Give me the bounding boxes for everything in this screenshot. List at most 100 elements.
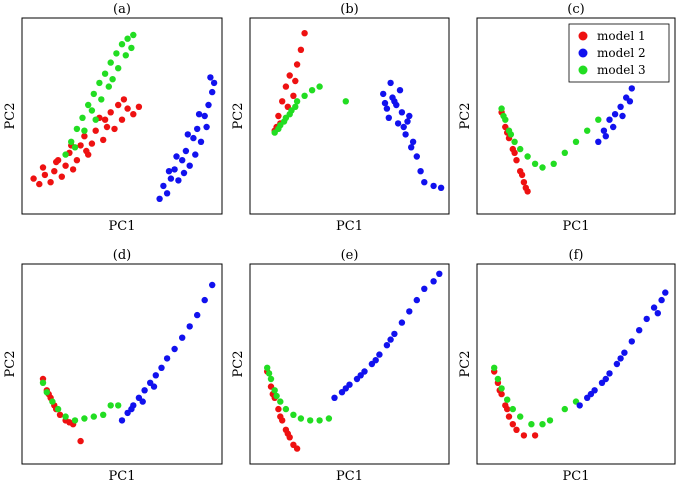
data-point xyxy=(51,168,58,175)
data-point xyxy=(417,168,424,175)
data-point xyxy=(118,116,126,123)
data-point xyxy=(436,270,443,277)
data-point xyxy=(88,107,96,114)
data-point xyxy=(201,112,208,120)
data-point xyxy=(387,79,394,87)
panel-e-xlabel: PC1 xyxy=(336,469,363,484)
data-point xyxy=(113,50,120,57)
data-point xyxy=(389,94,396,101)
data-point xyxy=(160,182,167,190)
data-point xyxy=(277,413,284,420)
data-point xyxy=(163,355,171,362)
panel-c: (c) PC1 PC2 model 1 model 2 model 3 xyxy=(458,2,676,234)
data-point xyxy=(264,364,271,371)
data-point xyxy=(316,417,323,424)
series-model-2 xyxy=(331,270,443,401)
panel-f-title: (f) xyxy=(569,248,584,263)
data-point xyxy=(518,171,526,179)
data-point xyxy=(56,411,64,418)
data-point xyxy=(531,432,539,439)
data-point xyxy=(115,65,122,72)
data-point xyxy=(53,158,60,166)
data-point xyxy=(81,415,88,422)
data-point xyxy=(115,402,122,409)
data-point xyxy=(96,79,103,87)
data-point xyxy=(186,323,193,330)
data-point xyxy=(275,405,282,413)
data-point xyxy=(297,415,305,422)
data-point xyxy=(282,83,290,90)
data-point xyxy=(504,405,511,413)
data-point xyxy=(522,184,529,191)
data-point xyxy=(115,101,122,109)
data-point xyxy=(498,105,505,112)
data-point xyxy=(301,92,308,100)
data-point xyxy=(180,169,188,177)
data-point xyxy=(380,90,387,98)
series-model-2 xyxy=(118,281,216,424)
data-point xyxy=(267,375,275,383)
data-point xyxy=(546,417,554,424)
panel-b: (b) PC1 PC2 xyxy=(231,2,450,234)
data-point xyxy=(528,421,535,428)
data-point xyxy=(92,116,99,123)
data-point xyxy=(197,138,205,145)
data-point xyxy=(308,87,316,94)
data-point xyxy=(163,190,171,197)
panel-e-title: (e) xyxy=(341,248,359,263)
data-point xyxy=(520,432,528,439)
data-point xyxy=(517,145,524,153)
data-point xyxy=(152,372,159,379)
data-point xyxy=(286,111,293,118)
data-point xyxy=(195,111,203,118)
data-point xyxy=(408,144,415,151)
data-point xyxy=(404,118,411,125)
data-point xyxy=(430,182,437,190)
data-point xyxy=(509,405,516,413)
data-point xyxy=(520,179,528,186)
data-point xyxy=(301,30,308,37)
series-model-3 xyxy=(491,364,580,428)
data-point xyxy=(175,177,182,184)
data-point xyxy=(118,417,126,424)
series-model-1 xyxy=(271,30,308,134)
data-point xyxy=(509,421,516,428)
data-point xyxy=(504,396,511,403)
data-point xyxy=(282,405,290,413)
data-point xyxy=(398,109,406,116)
data-point xyxy=(100,136,107,144)
data-point xyxy=(421,285,428,292)
data-point xyxy=(316,83,323,90)
data-point xyxy=(342,98,349,105)
panel-a-title: (a) xyxy=(113,2,131,17)
panel-c-title: (c) xyxy=(567,2,584,17)
data-point xyxy=(643,315,650,323)
data-point xyxy=(517,413,524,420)
data-point xyxy=(621,349,628,356)
data-point xyxy=(120,96,128,103)
data-point xyxy=(179,157,186,164)
data-point xyxy=(209,281,216,289)
data-point xyxy=(372,357,379,364)
data-point xyxy=(275,112,282,120)
data-point xyxy=(107,59,114,66)
data-point xyxy=(62,162,69,169)
data-point xyxy=(505,413,513,420)
series-model-1 xyxy=(30,96,143,188)
data-point xyxy=(118,41,126,48)
series-model-3 xyxy=(39,379,122,424)
data-point xyxy=(413,296,420,304)
data-point xyxy=(171,166,178,173)
panel-a: (a) PC1 PC2 xyxy=(3,2,223,234)
data-point xyxy=(36,180,43,188)
data-point xyxy=(628,85,635,92)
data-point xyxy=(107,402,114,409)
data-point xyxy=(619,112,626,120)
data-point xyxy=(279,98,286,105)
panel-c-ylabel: PC2 xyxy=(458,103,473,130)
data-point xyxy=(290,411,297,418)
data-point xyxy=(561,149,568,156)
data-point xyxy=(606,116,613,123)
data-point xyxy=(201,296,208,304)
data-point xyxy=(650,304,658,311)
